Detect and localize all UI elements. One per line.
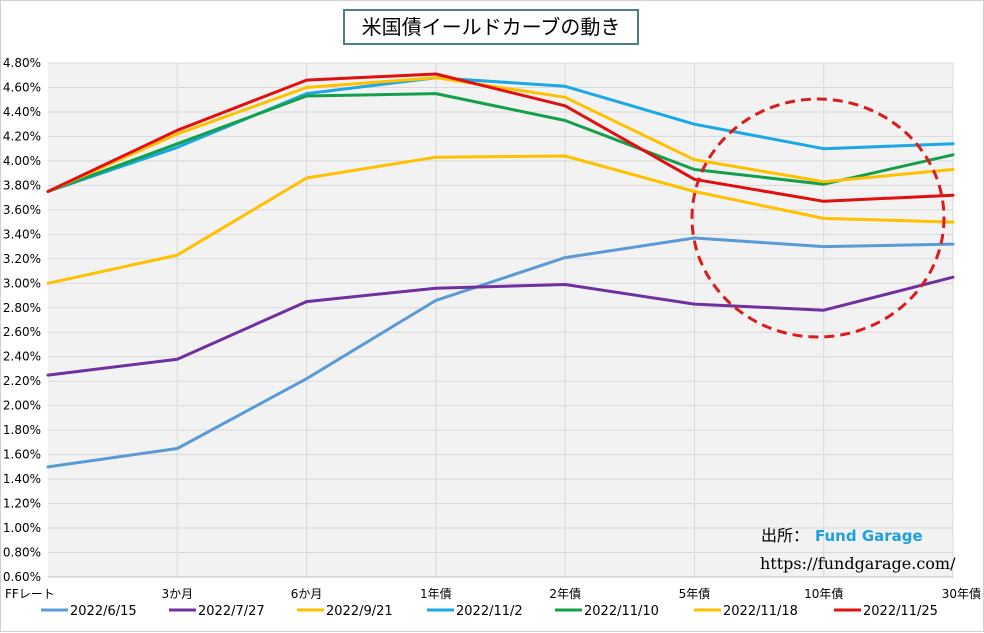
y-tick-label: 0.60% bbox=[3, 570, 41, 584]
x-tick-label: 6か月 bbox=[291, 587, 323, 601]
series-lines bbox=[46, 72, 955, 469]
y-tick-label: 3.40% bbox=[3, 227, 41, 241]
y-tick-label: 4.60% bbox=[3, 80, 41, 94]
y-tick-label: 4.80% bbox=[3, 56, 41, 70]
x-tick-label: FFレート bbox=[5, 587, 55, 601]
series-line bbox=[46, 76, 955, 193]
legend-label: 2022/11/18 bbox=[723, 604, 798, 619]
y-tick-label: 2.80% bbox=[3, 301, 41, 315]
y-tick-label: 1.40% bbox=[3, 472, 41, 486]
y-tick-label: 2.20% bbox=[3, 374, 41, 388]
legend-label: 2022/9/21 bbox=[326, 604, 393, 619]
legend-label: 2022/6/15 bbox=[70, 604, 137, 619]
y-tick-label: 0.80% bbox=[3, 546, 41, 560]
x-tick-label: 3か月 bbox=[161, 587, 193, 601]
y-tick-label: 2.00% bbox=[3, 399, 41, 413]
legend-label: 2022/11/2 bbox=[456, 604, 523, 619]
x-tick-label: 5年債 bbox=[679, 586, 711, 601]
legend-label: 2022/7/27 bbox=[198, 604, 265, 619]
y-tick-label: 3.80% bbox=[3, 178, 41, 192]
plot-area bbox=[48, 63, 953, 577]
y-tick-label: 2.40% bbox=[3, 350, 41, 364]
y-tick-label: 1.00% bbox=[3, 521, 41, 535]
x-tick-label: 10年債 bbox=[804, 586, 843, 601]
source-url: https://fundgarage.com/ bbox=[760, 554, 956, 573]
series-line bbox=[46, 275, 955, 377]
y-tick-label: 4.00% bbox=[3, 154, 41, 168]
y-tick-label: 1.80% bbox=[3, 423, 41, 437]
legend-label: 2022/11/25 bbox=[863, 604, 938, 619]
y-tick-label: 2.60% bbox=[3, 325, 41, 339]
grid bbox=[48, 62, 954, 578]
legend-label: 2022/11/10 bbox=[584, 604, 659, 619]
legend: 2022/6/15 2022/7/27 2022/9/21 2022/11/2 2022… bbox=[41, 604, 938, 619]
y-tick-label: 4.20% bbox=[3, 129, 41, 143]
chart-title: 米国債イールドカーブの動き bbox=[343, 9, 639, 45]
highlight-circle bbox=[690, 97, 946, 339]
y-tick-label: 1.20% bbox=[3, 497, 41, 511]
source-label: 出所： bbox=[761, 526, 809, 545]
series-line bbox=[46, 72, 955, 203]
x-tick-label: 30年債 bbox=[942, 586, 981, 601]
y-tick-label: 3.60% bbox=[3, 203, 41, 217]
source-name: Fund Garage bbox=[815, 527, 923, 545]
source-note: 出所： Fund Garage https://fundgarage.com/ bbox=[760, 526, 956, 573]
chart-title-text: 米国債イールドカーブの動き bbox=[362, 15, 621, 39]
x-tick-label: 2年債 bbox=[549, 586, 581, 601]
y-tick-label: 4.40% bbox=[3, 105, 41, 119]
series-line bbox=[46, 236, 955, 469]
y-axis-ticks: 0.60% 0.80% 1.00% 1.20% 1.40% 1.60% 1.80% 2.00%… bbox=[3, 56, 41, 584]
series-line bbox=[46, 76, 955, 193]
y-tick-label: 1.60% bbox=[3, 448, 41, 462]
y-tick-label: 3.20% bbox=[3, 252, 41, 266]
series-line bbox=[46, 154, 955, 285]
y-tick-label: 3.00% bbox=[3, 276, 41, 290]
series-line bbox=[46, 92, 955, 193]
title-box bbox=[343, 9, 639, 45]
x-axis-ticks: FFレート 3か月 6か月 1年債 2年債 5年債 10年債 30年債 bbox=[5, 586, 981, 601]
x-tick-label: 1年債 bbox=[420, 586, 452, 601]
